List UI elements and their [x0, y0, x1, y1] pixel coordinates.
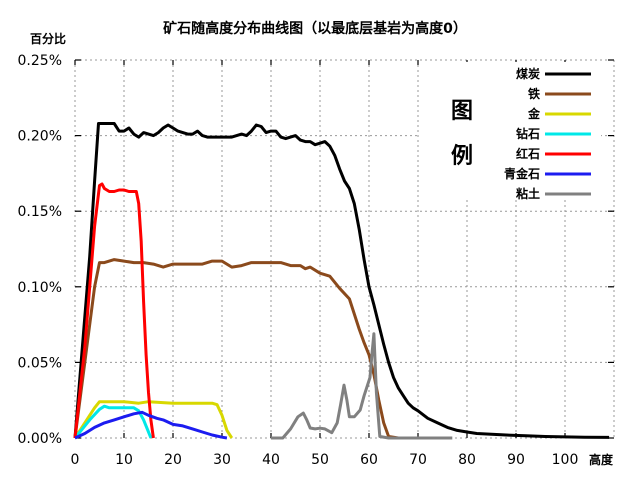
legend-label: 粘土	[516, 186, 540, 201]
y-tick-label: 0.10%	[18, 280, 62, 296]
y-tick-label: 0.20%	[18, 129, 62, 145]
y-tick-label: 0.00%	[18, 431, 62, 447]
x-tick-label: 0	[71, 452, 80, 468]
legend-label: 红石	[516, 146, 540, 161]
legend-label: 铁	[528, 86, 540, 101]
legend-label: 青金石	[504, 166, 540, 181]
x-tick-label: 10	[115, 452, 133, 468]
x-tick-label: 30	[213, 452, 231, 468]
x-tick-label: 20	[164, 452, 182, 468]
y-tick-label: 0.25%	[18, 53, 62, 69]
series-line-煤炭	[73, 122, 610, 439]
series-lines	[73, 122, 610, 440]
series-line-金	[73, 400, 234, 439]
x-tick-label: 70	[409, 452, 427, 468]
legend-label: 金	[527, 106, 541, 121]
x-tick-label: 100	[552, 452, 579, 468]
tick-labels: 0 10 20 30 40 50 60 70 80 90 100 0.00% 0.05% 0.10% 0.1…	[18, 53, 579, 468]
legend-label: 煤炭	[516, 66, 540, 81]
series-line-钻石	[73, 404, 153, 439]
y-tick-label: 0.15%	[18, 204, 62, 220]
series-line-青金石	[74, 410, 228, 440]
legend-title-1: 图	[451, 99, 473, 124]
x-tick-label: 50	[311, 452, 329, 468]
x-tick-label: 60	[360, 452, 378, 468]
series-line-铁	[73, 258, 399, 440]
legend-background	[420, 62, 601, 200]
legend-label: 钻石	[516, 126, 540, 141]
y-tick-label: 0.05%	[18, 355, 62, 371]
x-axis-label: 高度	[589, 452, 614, 467]
series-line-粘土	[271, 332, 453, 440]
x-tick-label: 90	[507, 452, 525, 468]
series-line-红石	[73, 182, 155, 439]
x-tick-label: 80	[458, 452, 476, 468]
x-tick-label: 40	[262, 452, 280, 468]
chart-title: 矿石随高度分布曲线图（以最底层基岩为高度0）	[163, 20, 467, 37]
y-axis-label: 百分比	[30, 31, 66, 46]
legend-title-2: 例	[451, 144, 473, 169]
